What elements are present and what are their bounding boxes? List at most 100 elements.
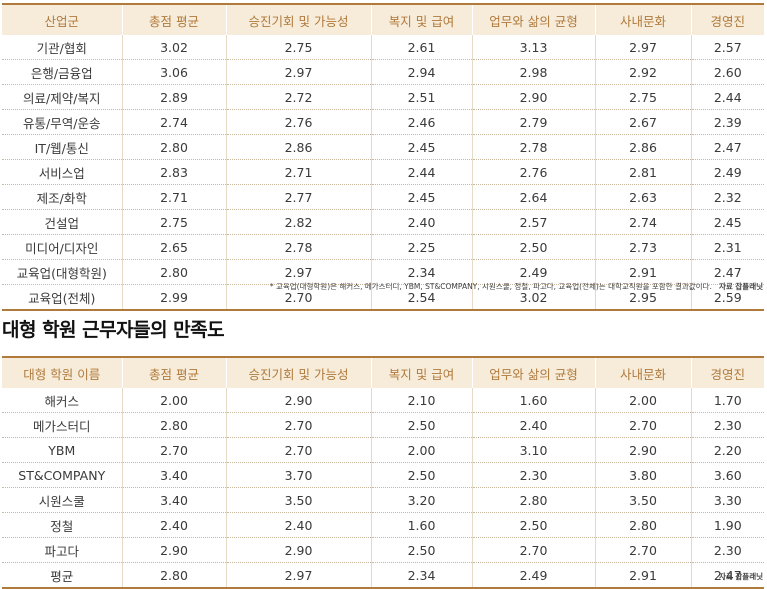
row-label-cell: ST&COMPANY bbox=[2, 462, 123, 488]
value-cell: 2.97 bbox=[594, 35, 692, 60]
value-cell: 3.50 bbox=[225, 487, 372, 513]
value-cell: 2.90 bbox=[121, 537, 227, 563]
table-body: 기관/협회 3.02 2.75 2.61 3.13 2.97 2.57 은행/금융업 3.06 2… bbox=[2, 35, 764, 311]
value-cell: 2.71 bbox=[121, 184, 227, 210]
value-cell: 2.51 bbox=[370, 84, 473, 110]
value-cell: 2.50 bbox=[471, 512, 596, 538]
value-cell: 2.49 bbox=[471, 562, 596, 589]
row-label-cell: 건설업 bbox=[2, 209, 123, 235]
row-label-cell: 교육업(전체) bbox=[2, 284, 123, 311]
table-row: 서비스업 2.83 2.71 2.44 2.76 2.81 2.49 bbox=[2, 159, 764, 185]
value-cell: 2.98 bbox=[471, 59, 596, 85]
value-cell: 2.70 bbox=[225, 412, 372, 438]
industry-satisfaction-table: 산업군 총점 평균 승진기회 및 가능성 복지 및 급여 업무와 삶의 균형 사내문화 경영… bbox=[2, 3, 764, 311]
row-label-cell: 정철 bbox=[2, 512, 123, 538]
value-cell: 2.90 bbox=[594, 437, 692, 463]
value-cell: 2.50 bbox=[370, 462, 473, 488]
value-cell: 2.65 bbox=[121, 234, 227, 260]
value-cell: 2.34 bbox=[370, 259, 473, 285]
table-row: 평균 2.80 2.97 2.34 2.49 2.91 2.47 bbox=[2, 562, 764, 589]
value-cell: 3.06 bbox=[121, 59, 227, 85]
row-label-cell: 유통/무역/운송 bbox=[2, 109, 123, 135]
table-row: 정철 2.40 2.40 1.60 2.50 2.80 1.90 bbox=[2, 512, 764, 538]
value-cell: 3.50 bbox=[594, 487, 692, 513]
value-cell: 2.50 bbox=[370, 412, 473, 438]
section-title: 대형 학원 근무자들의 만족도 bbox=[2, 319, 225, 341]
value-cell: 2.70 bbox=[225, 437, 372, 463]
value-cell: 2.50 bbox=[370, 537, 473, 563]
source-label: 자료 잡플래닛 bbox=[718, 572, 763, 581]
value-cell: 2.49 bbox=[471, 259, 596, 285]
value-cell: 2.70 bbox=[594, 412, 692, 438]
value-cell: 1.60 bbox=[471, 388, 596, 413]
table-row: 해커스 2.00 2.90 2.10 1.60 2.00 1.70 bbox=[2, 388, 764, 413]
column-header: 업무와 삶의 균형 bbox=[471, 357, 596, 388]
value-cell: 2.80 bbox=[121, 562, 227, 589]
table-row: ST&COMPANY 3.40 3.70 2.50 2.30 3.80 3.60 bbox=[2, 462, 764, 488]
column-header: 복지 및 급여 bbox=[370, 4, 473, 35]
value-cell: 2.59 bbox=[690, 284, 764, 311]
value-cell: 2.40 bbox=[370, 209, 473, 235]
value-cell: 2.34 bbox=[370, 562, 473, 589]
value-cell: 2.46 bbox=[370, 109, 473, 135]
source-label: 자료 잡플래닛 bbox=[718, 282, 763, 291]
value-cell: 2.70 bbox=[594, 537, 692, 563]
value-cell: 2.75 bbox=[225, 35, 372, 60]
value-cell: 2.47 bbox=[690, 259, 764, 285]
table-row: 미디어/디자인 2.65 2.78 2.25 2.50 2.73 2.31 bbox=[2, 234, 764, 260]
value-cell: 2.30 bbox=[690, 537, 764, 563]
value-cell: 2.25 bbox=[370, 234, 473, 260]
value-cell: 2.61 bbox=[370, 35, 473, 60]
row-label-cell: 서비스업 bbox=[2, 159, 123, 185]
value-cell: 3.70 bbox=[225, 462, 372, 488]
value-cell: 2.44 bbox=[370, 159, 473, 185]
value-cell: 2.86 bbox=[594, 134, 692, 160]
value-cell: 3.80 bbox=[594, 462, 692, 488]
value-cell: 1.90 bbox=[690, 512, 764, 538]
value-cell: 2.00 bbox=[370, 437, 473, 463]
value-cell: 2.80 bbox=[594, 512, 692, 538]
column-header: 승진기회 및 가능성 bbox=[225, 4, 372, 35]
table-row: 제조/화학 2.71 2.77 2.45 2.64 2.63 2.32 bbox=[2, 184, 764, 210]
value-cell: 2.80 bbox=[121, 134, 227, 160]
value-cell: 2.30 bbox=[690, 412, 764, 438]
value-cell: 2.67 bbox=[594, 109, 692, 135]
value-cell: 2.74 bbox=[594, 209, 692, 235]
column-header: 경영진 bbox=[690, 357, 764, 388]
value-cell: 2.70 bbox=[471, 537, 596, 563]
value-cell: 2.80 bbox=[471, 487, 596, 513]
footnote-text: * 교육업(대형학원)은 해커스, 메가스터디, YBM, ST&COMPANY… bbox=[269, 282, 712, 291]
row-label-cell: 교육업(대형학원) bbox=[2, 259, 123, 285]
value-cell: 2.60 bbox=[690, 59, 764, 85]
table-row: YBM 2.70 2.70 2.00 3.10 2.90 2.20 bbox=[2, 437, 764, 463]
row-label-cell: 시원스쿨 bbox=[2, 487, 123, 513]
value-cell: 2.50 bbox=[471, 234, 596, 260]
table-footnote: * 교육업(대형학원)은 해커스, 메가스터디, YBM, ST&COMPANY… bbox=[270, 281, 763, 292]
value-cell: 3.20 bbox=[370, 487, 473, 513]
table-header-row: 산업군 총점 평균 승진기회 및 가능성 복지 및 급여 업무와 삶의 균형 사내문화 경영… bbox=[2, 4, 764, 35]
value-cell: 2.40 bbox=[225, 512, 372, 538]
value-cell: 2.71 bbox=[225, 159, 372, 185]
value-cell: 3.40 bbox=[121, 487, 227, 513]
value-cell: 2.32 bbox=[690, 184, 764, 210]
table-header-row: 대형 학원 이름 총점 평균 승진기회 및 가능성 복지 및 급여 업무와 삶의 균형 사… bbox=[2, 357, 764, 388]
column-header: 경영진 bbox=[690, 4, 764, 35]
value-cell: 2.89 bbox=[121, 84, 227, 110]
value-cell: 2.95 bbox=[594, 284, 692, 311]
value-cell: 3.02 bbox=[471, 284, 596, 311]
column-header: 승진기회 및 가능성 bbox=[225, 357, 372, 388]
value-cell: 2.82 bbox=[225, 209, 372, 235]
value-cell: 2.86 bbox=[225, 134, 372, 160]
row-label-cell: 메가스터디 bbox=[2, 412, 123, 438]
table-row: 교육업(대형학원) 2.80 2.97 2.34 2.49 2.91 2.47 bbox=[2, 259, 764, 285]
table-row: 은행/금융업 3.06 2.97 2.94 2.98 2.92 2.60 bbox=[2, 59, 764, 85]
value-cell: 2.44 bbox=[690, 84, 764, 110]
column-header: 산업군 bbox=[2, 4, 123, 35]
row-label-cell: 파고다 bbox=[2, 537, 123, 563]
value-cell: 3.40 bbox=[121, 462, 227, 488]
value-cell: 2.94 bbox=[370, 59, 473, 85]
row-label-cell: YBM bbox=[2, 437, 123, 463]
value-cell: 2.92 bbox=[594, 59, 692, 85]
column-header: 대형 학원 이름 bbox=[2, 357, 123, 388]
value-cell: 2.75 bbox=[121, 209, 227, 235]
